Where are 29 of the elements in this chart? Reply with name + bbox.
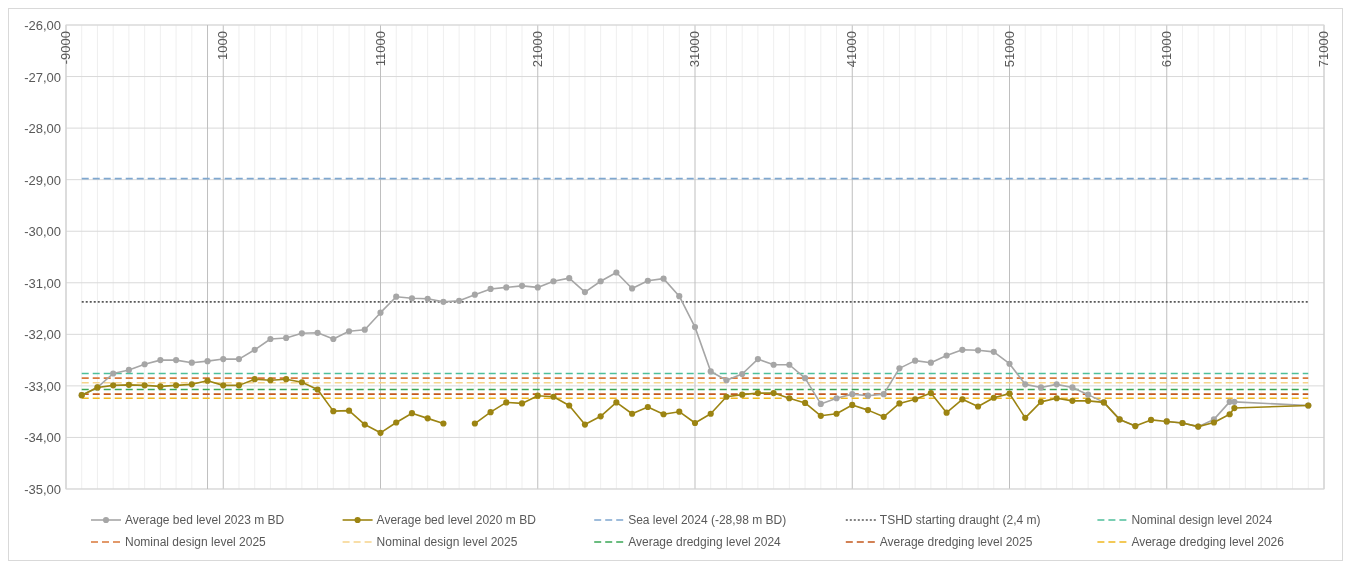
- x-tick-label: 11000: [372, 31, 388, 67]
- x-tick-label: -9000: [58, 31, 73, 65]
- legend-label: Average bed level 2023 m BD: [125, 513, 285, 527]
- legend-label: Average dredging level 2025: [879, 535, 1033, 549]
- y-tick-label: -26,00: [24, 18, 61, 33]
- legend-label: Nominal design level 2025: [376, 535, 518, 549]
- y-tick-label: -31,00: [24, 275, 61, 291]
- x-tick-label: 51000: [1001, 31, 1017, 68]
- legend-label: Average bed level 2020 m BD: [376, 513, 537, 527]
- y-tick-label: -27,00: [24, 69, 61, 85]
- x-tick-label: 1000: [215, 31, 231, 60]
- x-tick-label: 21000: [529, 31, 545, 68]
- x-tick-label: 61000: [1158, 31, 1174, 68]
- y-tick-label: -35,00: [24, 482, 61, 497]
- x-tick-label: 31000: [687, 31, 702, 68]
- y-tick-label: -29,00: [24, 172, 61, 188]
- y-tick-label: -33,00: [24, 378, 61, 394]
- legend-label: Nominal design level 2024: [1131, 513, 1273, 527]
- y-tick-label: -28,00: [24, 121, 61, 137]
- y-tick-label: -30,00: [24, 224, 61, 240]
- x-tick-label: 41000: [844, 31, 860, 68]
- legend-label: TSHD starting draught (2,4 m): [879, 513, 1041, 527]
- legend-label: Average dredging level 2024: [628, 535, 782, 549]
- legend-label: Average dredging level 2026: [1131, 535, 1285, 549]
- legend-label: Sea level 2024 (-28,98 m BD): [628, 513, 787, 527]
- y-tick-label: -32,00: [24, 327, 61, 343]
- y-tick-label: -34,00: [24, 430, 61, 446]
- x-tick-label: 71000: [1316, 31, 1331, 68]
- legend-label: Nominal design level 2025: [125, 535, 267, 549]
